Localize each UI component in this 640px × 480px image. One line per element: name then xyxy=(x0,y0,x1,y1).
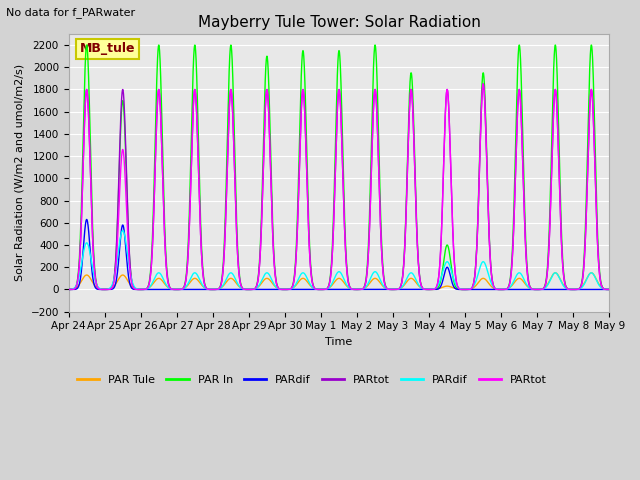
X-axis label: Time: Time xyxy=(325,337,353,347)
Text: No data for f_PARwater: No data for f_PARwater xyxy=(6,7,136,18)
Title: Mayberry Tule Tower: Solar Radiation: Mayberry Tule Tower: Solar Radiation xyxy=(198,15,481,30)
Text: MB_tule: MB_tule xyxy=(79,42,135,55)
Y-axis label: Solar Radiation (W/m2 and umol/m2/s): Solar Radiation (W/m2 and umol/m2/s) xyxy=(15,64,25,281)
Legend: PAR Tule, PAR In, PARdif, PARtot, PARdif, PARtot: PAR Tule, PAR In, PARdif, PARtot, PARdif… xyxy=(73,371,551,389)
